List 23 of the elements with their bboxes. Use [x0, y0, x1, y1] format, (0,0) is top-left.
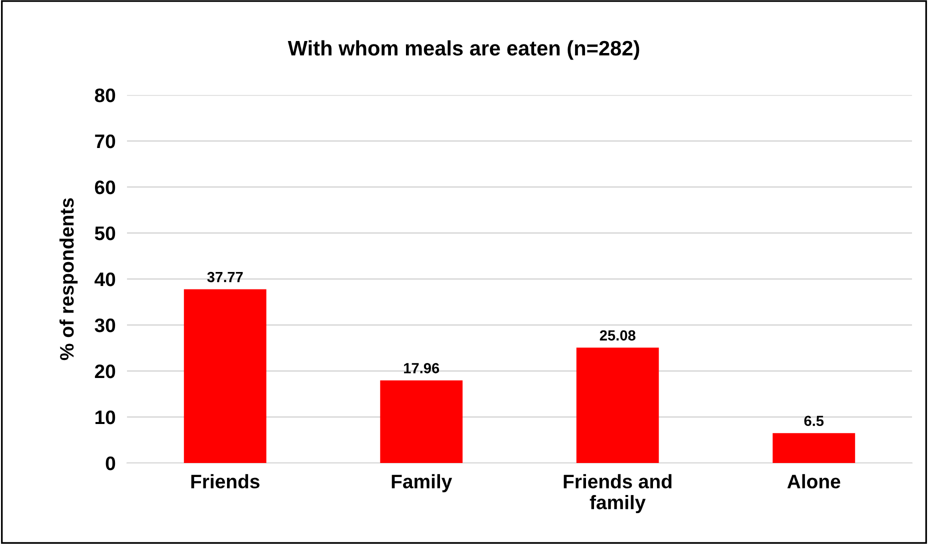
bar	[576, 348, 659, 463]
y-tick-label: 60	[94, 180, 116, 194]
y-tick-label: 20	[94, 364, 116, 378]
chart-title: With whom meals are eaten (n=282)	[288, 40, 640, 60]
bar	[772, 433, 856, 463]
y-axis-title: % of respondents	[59, 198, 78, 360]
x-tick-label: Family	[392, 474, 452, 492]
bar	[184, 289, 266, 463]
y-tick-label: 30	[94, 318, 116, 332]
y-tick-label: 0	[106, 456, 116, 470]
x-tick-label: Alone	[787, 474, 840, 488]
y-tick-label: 70	[95, 134, 116, 148]
x-tick-label: Friends and family	[564, 474, 672, 514]
bar	[380, 380, 463, 463]
data-label: 17.96	[404, 363, 440, 374]
y-tick-label: 50	[94, 226, 116, 240]
data-label: 25.08	[600, 330, 636, 341]
data-label: 37.77	[207, 272, 243, 282]
data-label: 6.5	[804, 416, 824, 426]
y-tick-label: 10	[95, 410, 116, 424]
y-tick-label: 40	[94, 272, 116, 286]
y-tick-label: 80	[94, 88, 116, 102]
x-tick-label: Friends	[191, 474, 260, 488]
